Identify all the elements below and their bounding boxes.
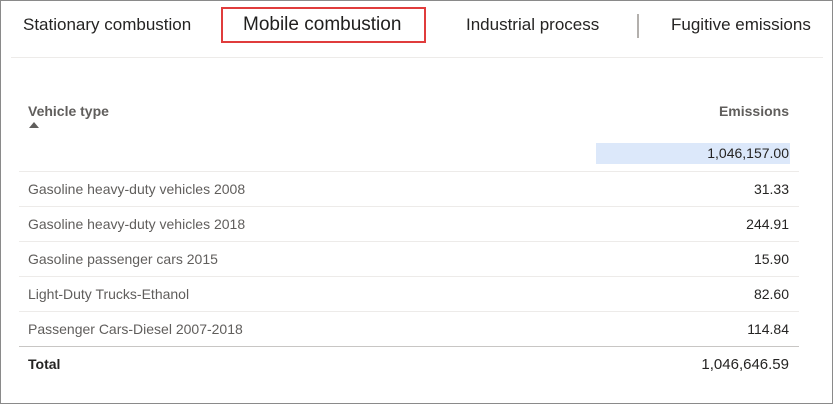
tab-bar: Stationary combustion Mobile combustion … <box>1 1 832 53</box>
emissions-cell: 15.90 <box>753 251 789 267</box>
tab-separator <box>637 14 639 38</box>
emissions-cell: 244.91 <box>746 216 789 232</box>
vehicle-type-cell: Passenger Cars-Diesel 2007-2018 <box>28 321 243 337</box>
tabs-divider <box>11 57 823 58</box>
table-row[interactable]: Light-Duty Trucks-Ethanol 82.60 <box>19 277 799 312</box>
vehicle-type-cell: Light-Duty Trucks-Ethanol <box>28 286 190 302</box>
table-row[interactable]: Gasoline passenger cars 2015 15.90 <box>19 242 799 277</box>
vehicle-type-cell: Gasoline heavy-duty vehicles 2008 <box>28 181 246 197</box>
total-label: Total <box>28 356 61 372</box>
tab-industrial-process[interactable]: Industrial process <box>466 15 600 34</box>
total-row: Total 1,046,646.59 <box>19 346 799 383</box>
emissions-cell: 114.84 <box>747 321 789 337</box>
tab-fugitive-emissions[interactable]: Fugitive emissions <box>671 15 811 34</box>
table-header: Vehicle type Emissions <box>19 89 799 137</box>
subtotal-highlight <box>596 143 790 164</box>
table-row[interactable]: Gasoline heavy-duty vehicles 2018 244.91 <box>19 207 799 242</box>
vehicle-type-cell: Gasoline heavy-duty vehicles 2018 <box>28 216 246 232</box>
subtotal-value: 1,046,157.00 <box>707 145 789 161</box>
sort-ascending-icon[interactable] <box>29 122 39 128</box>
tab-mobile-combustion[interactable]: Mobile combustion <box>243 14 402 35</box>
emissions-cell: 31.33 <box>753 181 789 197</box>
column-header-vehicle-type[interactable]: Vehicle type <box>28 103 109 119</box>
vehicle-type-cell: Gasoline passenger cars 2015 <box>28 251 218 267</box>
subtotal-row: 1,046,157.00 <box>19 137 799 172</box>
active-tab-highlight <box>221 7 426 43</box>
total-value: 1,046,646.59 <box>701 356 789 373</box>
table-row[interactable]: Gasoline heavy-duty vehicles 2008 31.33 <box>19 172 799 207</box>
column-header-emissions[interactable]: Emissions <box>718 103 789 119</box>
emissions-cell: 82.60 <box>753 286 789 302</box>
emissions-table: Vehicle type Emissions 1,046,157.00 Gaso… <box>19 89 799 383</box>
table-row[interactable]: Passenger Cars-Diesel 2007-2018 114.84 <box>19 312 799 346</box>
tab-stationary-combustion[interactable]: Stationary combustion <box>23 15 192 34</box>
